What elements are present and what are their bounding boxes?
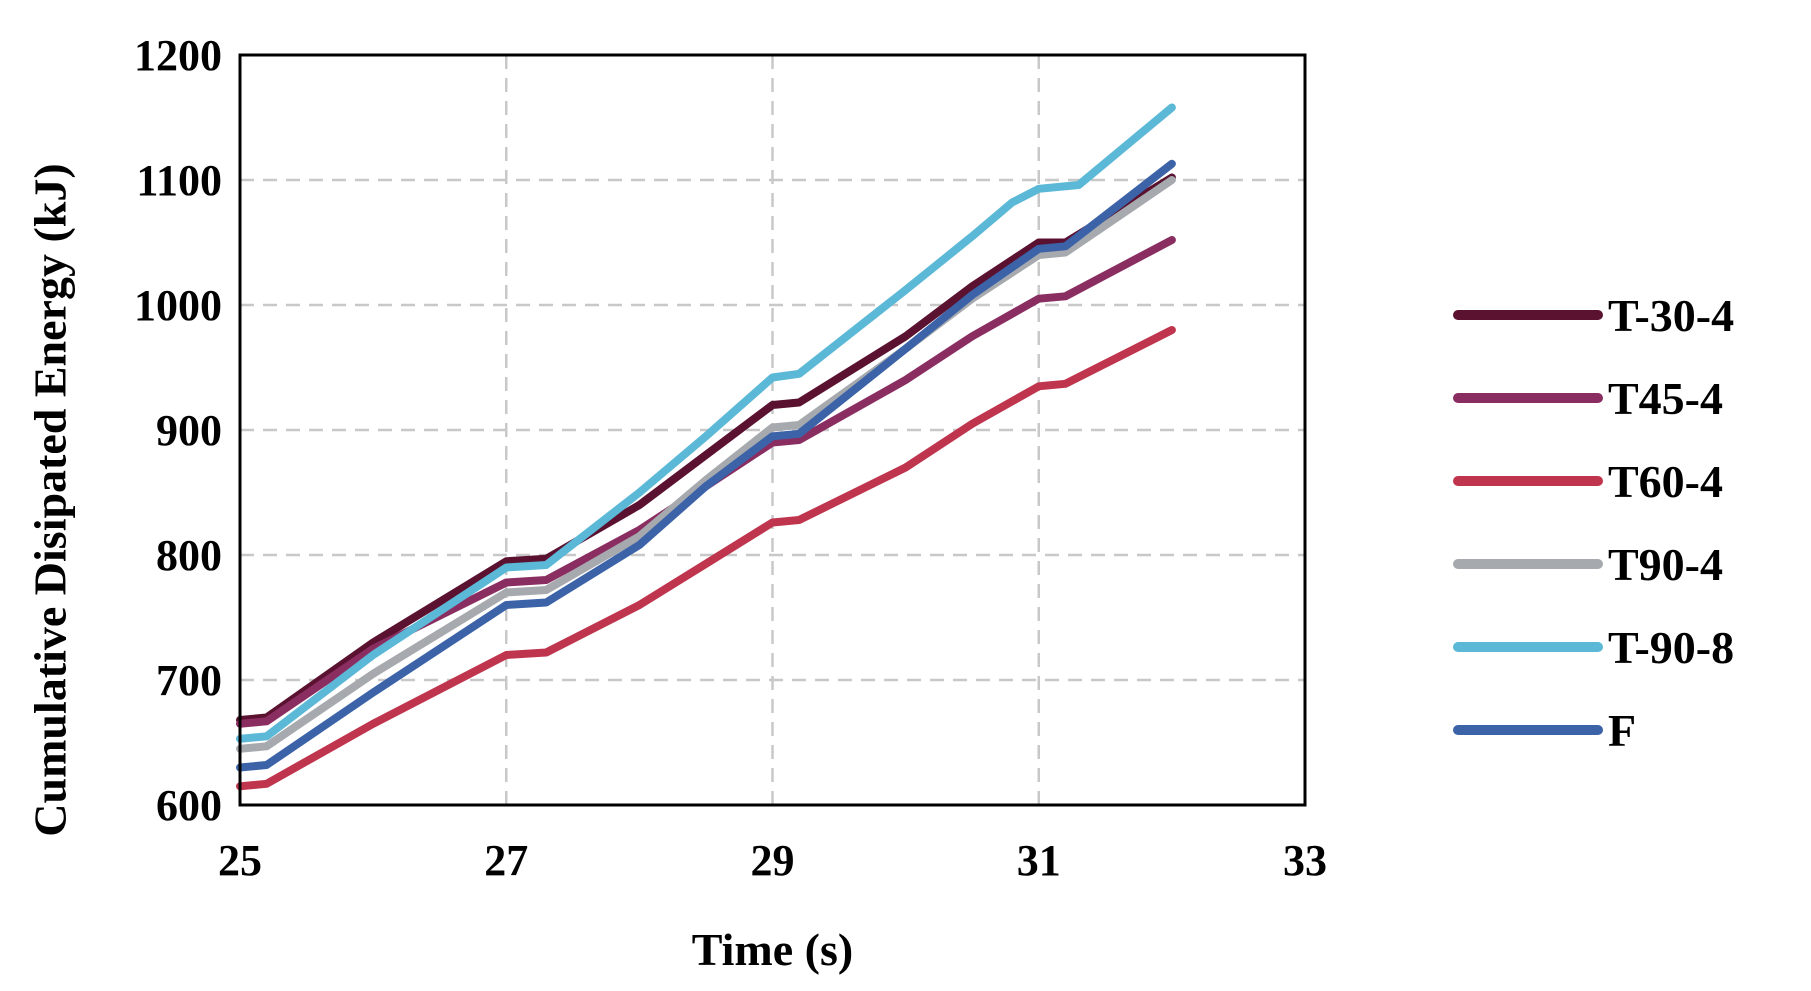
x-axis-tick-labels: 25 27 29 31 33 [218, 836, 1327, 885]
y-axis-title: Cumulative Disipated Energy (kJ) [25, 163, 76, 836]
legend-label-t90-4: T90-4 [1608, 539, 1723, 590]
y-tick-label: 800 [156, 531, 222, 580]
x-tick-label: 33 [1283, 836, 1327, 885]
legend: T-30-4 T45-4 T60-4 T90-4 T-90-8 F [1453, 290, 1734, 756]
legend-label-f: F [1608, 705, 1636, 756]
y-tick-label: 900 [156, 406, 222, 455]
plot-area-frame [238, 53, 1307, 807]
y-tick-label: 1200 [134, 31, 222, 80]
x-axis-title: Time (s) [692, 924, 853, 975]
y-tick-label: 1100 [136, 156, 222, 205]
y-axis-tick-labels: 600 700 800 900 1000 1100 1200 [134, 31, 222, 830]
x-tick-label: 27 [484, 836, 528, 885]
x-tick-label: 29 [751, 836, 795, 885]
legend-label-t45-4: T45-4 [1608, 373, 1723, 424]
y-tick-label: 600 [156, 781, 222, 830]
series-line-t-90-8 [236, 103, 1176, 743]
legend-label-t-30-4: T-30-4 [1608, 290, 1734, 341]
legend-label-t60-4: T60-4 [1608, 456, 1723, 507]
y-tick-label: 1000 [134, 281, 222, 330]
x-tick-label: 31 [1017, 836, 1061, 885]
legend-label-t-90-8: T-90-8 [1608, 622, 1734, 673]
x-tick-label: 25 [218, 836, 262, 885]
series-line-f [236, 159, 1176, 772]
series-line-t90-4 [236, 176, 1176, 753]
gridlines [240, 55, 1305, 805]
series-line-t60-4 [236, 326, 1176, 791]
series-lines [236, 103, 1176, 791]
y-tick-label: 700 [156, 656, 222, 705]
series-line-t-30-4 [236, 173, 1176, 724]
